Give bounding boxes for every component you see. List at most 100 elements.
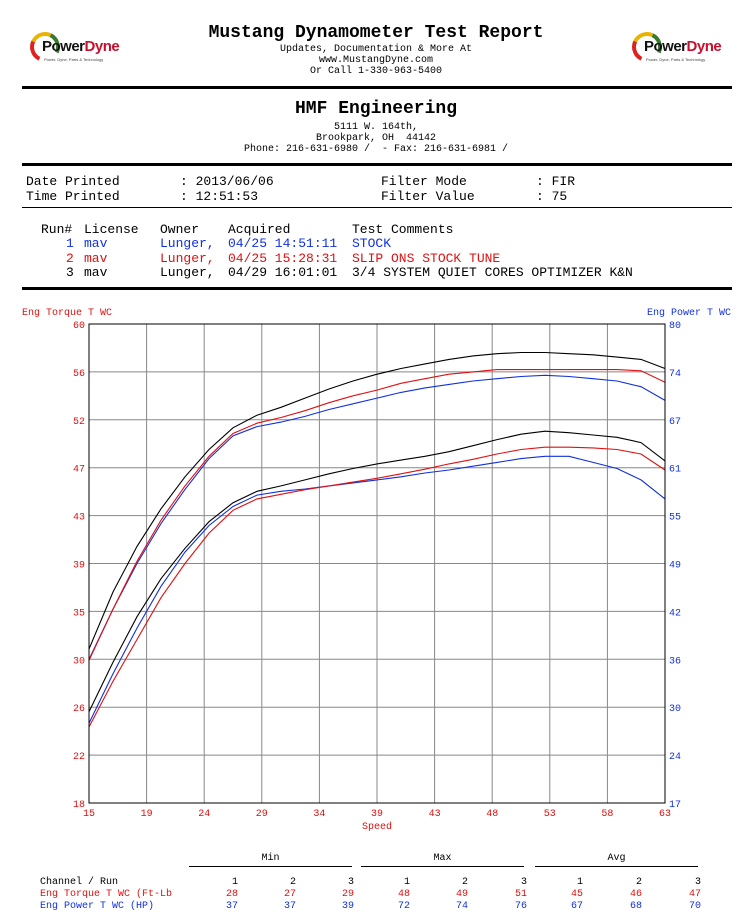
- summary-value-min: 28: [225, 889, 238, 900]
- right-tick-label: 74: [669, 369, 681, 380]
- date-printed-value: : 2013/06/06: [180, 174, 274, 189]
- power-curve-run-3: [88, 430, 666, 713]
- logo-wordmark: PowerDyne: [42, 38, 120, 55]
- right-tick-label: 61: [669, 465, 681, 476]
- summary-value-min: 29: [341, 889, 354, 900]
- run-owner: Lunger,: [160, 236, 215, 251]
- summary-run-number: 2: [635, 877, 642, 888]
- summary-avg-rule: [535, 866, 698, 867]
- x-axis-label: Speed: [362, 821, 392, 833]
- summary-value-avg: 46: [629, 889, 642, 900]
- x-tick-label: 53: [544, 809, 556, 820]
- header-phone-line: Or Call 1-330-963-5400: [309, 66, 443, 77]
- summary-channel-name: Eng Power T WC (HP): [40, 901, 155, 912]
- dyno-chart: Eng Torque T WC Eng Power T WC Speed 15 1…: [22, 308, 731, 833]
- left-tick-label: 43: [73, 513, 85, 524]
- runs-header-license: License: [84, 222, 139, 237]
- summary-value-min: 27: [283, 889, 296, 900]
- header-website-link[interactable]: www.MustangDyne.com: [318, 55, 434, 66]
- summary-run-number: 3: [520, 877, 527, 888]
- chart-grid: [89, 324, 665, 803]
- right-tick-label: 30: [669, 704, 681, 715]
- left-tick-label: 47: [73, 465, 85, 476]
- shop-address-1: 5111 W. 164th,: [333, 122, 418, 133]
- run-license: mav: [84, 251, 108, 266]
- filter-mode-label: Filter Mode: [381, 174, 467, 189]
- plot-frame: [88, 323, 666, 804]
- summary-run-number: 1: [576, 877, 583, 888]
- run-license: mav: [84, 265, 108, 280]
- run-owner: Lunger,: [160, 251, 215, 266]
- right-tick-label: 36: [669, 656, 681, 667]
- left-tick-label: 30: [73, 656, 85, 667]
- left-tick-label: 52: [73, 417, 85, 428]
- runs-header-comments: Test Comments: [352, 222, 454, 237]
- run-number: 2: [66, 251, 74, 266]
- x-tick-label: 63: [659, 809, 671, 820]
- right-tick-label: 42: [669, 608, 681, 619]
- right-tick-label: 49: [669, 561, 681, 572]
- powerdyne-logo-right: PowerDyne Power, Dyne, Parts & Technolog…: [627, 27, 722, 67]
- x-tick-label: 43: [429, 809, 441, 820]
- run-license: mav: [84, 236, 108, 251]
- right-tick-label: 24: [669, 752, 681, 763]
- x-tick-label: 29: [256, 809, 268, 820]
- left-tick-label: 60: [73, 321, 85, 332]
- summary-value-max: 51: [514, 889, 527, 900]
- right-tick-label: 17: [669, 800, 681, 811]
- logo-wordmark: PowerDyne: [644, 38, 722, 55]
- run-acquired: 04/29 16:01:01: [228, 265, 338, 280]
- x-tick-label: 34: [313, 809, 325, 820]
- left-axis-label: Eng Torque T WC: [22, 308, 112, 319]
- summary-value-max: 49: [455, 889, 468, 900]
- torque-curve-run-2: [88, 369, 666, 661]
- summary-value-max: 74: [455, 901, 468, 912]
- logo-tagline: Power, Dyne, Parts & Technology: [646, 57, 706, 62]
- summary-channel-label: Channel / Run: [40, 877, 119, 888]
- run-comment: SLIP ONS STOCK TUNE: [352, 251, 501, 266]
- print-info-divider: [22, 207, 732, 208]
- filter-mode-value: : FIR: [536, 174, 576, 189]
- report-title: Mustang Dynamometer Test Report: [208, 23, 544, 43]
- shop-divider: [22, 163, 732, 166]
- run-comment: 3/4 SYSTEM QUIET CORES OPTIMIZER K&N: [352, 265, 633, 280]
- chart-series: [88, 351, 666, 728]
- x-tick-label: 48: [486, 809, 498, 820]
- chart-ticks: 15 19 24 29 34 39 43 48 53 58 63 60 56 52 47 43 39 35 30 26…: [73, 321, 681, 820]
- left-tick-label: 39: [73, 561, 85, 572]
- summary-value-avg: 70: [688, 901, 701, 912]
- run-number: 3: [66, 265, 74, 280]
- summary-value-min: 37: [283, 901, 296, 912]
- summary-run-number: 3: [347, 877, 354, 888]
- summary-run-number: 1: [403, 877, 410, 888]
- time-printed-label: Time Printed: [26, 189, 120, 204]
- left-tick-label: 22: [73, 752, 85, 763]
- run-owner: Lunger,: [160, 265, 215, 280]
- summary-value-max: 48: [397, 889, 410, 900]
- left-tick-label: 35: [73, 608, 85, 619]
- right-tick-label: 80: [669, 321, 681, 332]
- torque-curve-run-1: [88, 374, 666, 660]
- summary-value-min: 39: [341, 901, 354, 912]
- run-acquired: 04/25 14:51:11: [228, 236, 338, 251]
- right-tick-label: 55: [669, 513, 681, 524]
- filter-value-label: Filter Value: [381, 189, 475, 204]
- summary-run-number: 1: [231, 877, 238, 888]
- runs-header-owner: Owner: [160, 222, 200, 237]
- run-number: 1: [66, 236, 74, 251]
- shop-phone: Phone: 216-631-6980 / - Fax: 216-631-698…: [243, 144, 509, 155]
- x-tick-label: 19: [141, 809, 153, 820]
- right-tick-label: 67: [669, 417, 681, 428]
- summary-value-avg: 45: [570, 889, 583, 900]
- summary-group-min: Min: [261, 853, 280, 864]
- x-tick-label: 15: [83, 809, 95, 820]
- summary-value-max: 76: [514, 901, 527, 912]
- logo-tagline: Power, Dyne, Parts & Technology: [44, 57, 104, 62]
- summary-run-number: 3: [694, 877, 701, 888]
- summary-group-max: Max: [433, 853, 452, 864]
- summary-value-max: 72: [397, 901, 410, 912]
- run-acquired: 04/25 15:28:31: [228, 251, 338, 266]
- power-curve-run-1: [88, 455, 666, 724]
- summary-value-min: 37: [225, 901, 238, 912]
- run-comment: STOCK: [352, 236, 392, 251]
